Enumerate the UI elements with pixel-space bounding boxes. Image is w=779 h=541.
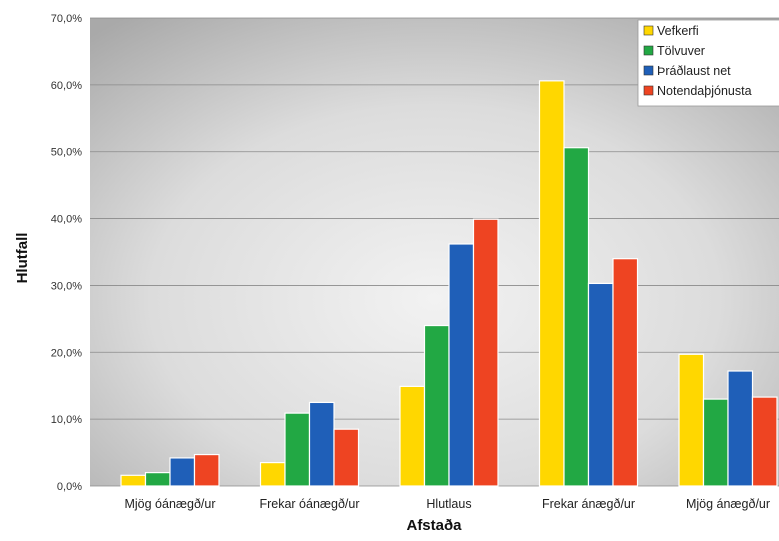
x-category-label: Hlutlaus	[426, 497, 471, 511]
bar	[399, 385, 426, 487]
x-category-label: Mjög ánægð/ur	[686, 497, 770, 511]
bar	[448, 243, 475, 487]
bar	[563, 147, 590, 487]
bar	[308, 401, 335, 487]
y-tick-label: 20,0%	[51, 347, 82, 359]
bar	[702, 398, 729, 487]
bar	[120, 474, 147, 487]
y-tick-label: 30,0%	[51, 280, 82, 292]
x-axis-title: Afstaða	[406, 517, 462, 534]
bars	[120, 80, 778, 487]
legend-box	[637, 19, 779, 107]
legend-label: Tölvuver	[657, 44, 705, 58]
bar	[423, 324, 450, 487]
legend: Vefkerfi Tölvuver Þráðlaust net Notendaþjón…	[637, 19, 779, 107]
bar	[612, 258, 639, 487]
bar	[751, 396, 778, 487]
y-tick-labels: 0,0% 10,0% 20,0% 30,0% 40,0% 50,0% 60,0% 70,0%	[51, 13, 82, 493]
y-tick-label: 40,0%	[51, 214, 82, 226]
x-category-label: Mjög óánægð/ur	[124, 497, 215, 511]
y-tick-label: 70,0%	[51, 13, 82, 25]
legend-swatch	[643, 65, 654, 76]
legend-label: Vefkerfi	[657, 24, 699, 38]
bar	[587, 282, 614, 487]
x-category-labels: Mjög óánægð/ur Frekar óánægð/ur Hlutlaus Fr…	[124, 497, 770, 511]
legend-swatch	[643, 85, 654, 96]
bar	[333, 428, 360, 487]
legend-swatch	[643, 45, 654, 56]
bar	[678, 353, 705, 487]
bar	[472, 218, 499, 487]
bar	[538, 80, 565, 487]
bar	[169, 457, 196, 487]
bar	[144, 472, 171, 487]
y-tick-label: 50,0%	[51, 147, 82, 159]
legend-label: Notendaþjónusta	[657, 84, 752, 98]
legend-swatch	[643, 25, 654, 36]
x-category-label: Frekar óánægð/ur	[259, 497, 359, 511]
bar	[727, 370, 754, 487]
y-tick-label: 60,0%	[51, 80, 82, 92]
y-tick-label: 0,0%	[57, 481, 82, 493]
bar	[259, 462, 286, 487]
x-category-label: Frekar ánægð/ur	[542, 497, 635, 511]
y-axis-title: Hlutfall	[14, 233, 31, 284]
legend-label: Þráðlaust net	[657, 64, 731, 78]
bar	[284, 412, 311, 487]
bar	[193, 453, 220, 487]
y-tick-label: 10,0%	[51, 414, 82, 426]
